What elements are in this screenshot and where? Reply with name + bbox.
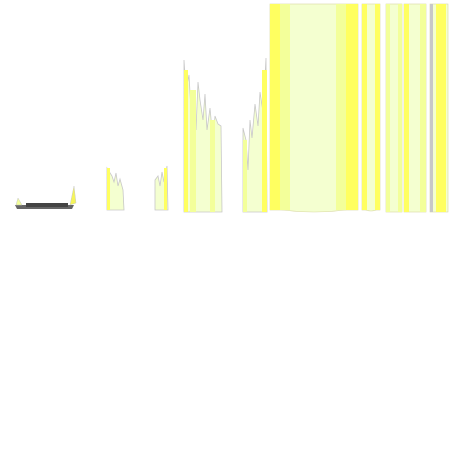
cylinder-medium xyxy=(361,3,381,212)
cyl-large-stripe-c xyxy=(336,4,346,210)
cyl-right-stripe-b xyxy=(420,4,426,212)
cyl1-stripe-c xyxy=(210,120,215,212)
cup1-shape xyxy=(106,166,125,211)
cyl-right-stripe-a xyxy=(404,4,409,212)
cyl-large-stripe-b xyxy=(280,4,290,210)
cyl2-stripe-a xyxy=(243,140,247,212)
cyl-medium-stripe-b xyxy=(375,4,380,210)
cyl1-stripe-b xyxy=(190,90,196,212)
broken-cylinder-2 xyxy=(242,57,268,213)
broken-cup-1 xyxy=(106,166,125,211)
cyl2-stripe-b xyxy=(262,70,267,212)
cyl-farright-stripe-a xyxy=(430,4,433,212)
broken-cylinder-1 xyxy=(183,59,223,213)
cyl-narrow-stripe-a xyxy=(386,4,390,212)
cylinder-right xyxy=(403,3,427,213)
broken-cup-2 xyxy=(154,165,169,211)
cyl-medium-stripe-a xyxy=(362,4,367,210)
dish-rim-left xyxy=(15,197,23,206)
cyl1-shape xyxy=(183,59,223,213)
cyl-large-stripe-d xyxy=(346,4,358,210)
cyl-farright-stripe-b xyxy=(436,4,446,212)
cylinder-large xyxy=(269,3,359,213)
object-group xyxy=(15,3,449,213)
cyl1-stripe-a xyxy=(184,70,188,212)
cylinder-narrow xyxy=(385,3,403,213)
cyl-large-stripe-a xyxy=(270,4,280,210)
cup1-stripe xyxy=(107,168,110,210)
cyl-narrow-stripe-b xyxy=(398,4,402,212)
dish-rim-right xyxy=(69,185,77,206)
dish-base xyxy=(26,203,68,207)
dish-object xyxy=(15,185,77,209)
cup2-stripe xyxy=(164,168,167,210)
cylinder-far-right xyxy=(429,3,449,213)
